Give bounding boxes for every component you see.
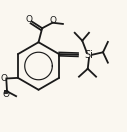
Text: O: O <box>50 16 57 25</box>
Text: O: O <box>1 74 8 83</box>
Text: O: O <box>3 90 10 99</box>
Text: Si: Si <box>85 50 93 60</box>
Text: O: O <box>26 15 33 24</box>
